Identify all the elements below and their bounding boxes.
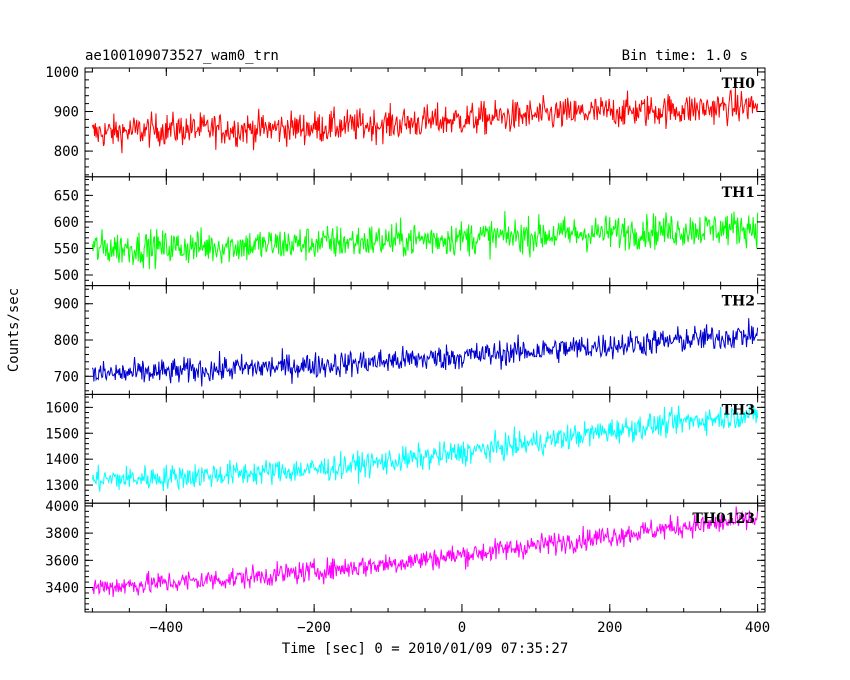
chart-title: ae100109073527_wam0_trn [85,48,279,64]
chart-subtitle: Bin time: 1.0 s [622,48,748,64]
series-line-th0 [91,88,759,154]
series-line-th0123 [91,506,759,597]
y-tick-label: 650 [54,188,79,204]
panel-frame [84,393,766,504]
y-tick-label: 700 [54,369,79,385]
x-tick-label: 200 [597,620,622,636]
panel-label-th0: TH0 [722,76,756,92]
y-tick-label: 1600 [45,400,79,416]
x-tick-label: 400 [745,620,770,636]
series-line-th2 [91,318,759,387]
y-tick-label: 1000 [45,65,79,81]
x-axis: −400 −200 0 200 400 [149,620,770,636]
y-axis-label: Counts/sec [6,288,22,372]
x-tick-label: −400 [149,620,183,636]
y-tick-label: 800 [54,333,79,349]
panel-stack: 800 900 1000 TH0 500 550 600 650 TH1 700 800 900 TH2… [45,65,766,613]
panel-frame [84,285,766,395]
panel-label-th3: TH3 [722,402,755,418]
x-tick-label: 0 [458,620,466,636]
y-tick-label: 3600 [45,553,79,569]
series-line-th1 [91,211,759,270]
y-tick-label: 1500 [45,426,79,442]
y-tick-label: 800 [54,144,79,160]
x-tick-label: −200 [297,620,331,636]
y-tick-label: 600 [54,215,79,231]
panel-th1: 500 550 600 650 TH1 [54,176,766,287]
series-line-th3 [91,404,759,492]
x-axis-label: Time [sec] 0 = 2010/01/09 07:35:27 [282,641,569,657]
panel-th2: 700 800 900 TH2 [54,285,766,395]
y-tick-label: 3400 [45,581,79,597]
panel-label-th2: TH2 [722,294,755,310]
panel-th0123: 3400 3600 3800 4000 TH0123 [45,499,766,613]
y-tick-label: 900 [54,297,79,313]
panel-th0: 800 900 1000 TH0 [45,65,766,178]
panel-th3: 1300 1400 1500 1600 TH3 [45,393,766,504]
panel-label-th0123: TH0123 [692,511,755,527]
y-tick-label: 550 [54,241,79,257]
y-tick-label: 900 [54,105,79,121]
y-tick-label: 1300 [45,478,79,494]
panel-label-th1: TH1 [722,185,755,201]
y-tick-label: 4000 [45,499,79,515]
y-tick-label: 1400 [45,452,79,468]
y-tick-label: 3800 [45,526,79,542]
y-tick-label: 500 [54,268,79,284]
